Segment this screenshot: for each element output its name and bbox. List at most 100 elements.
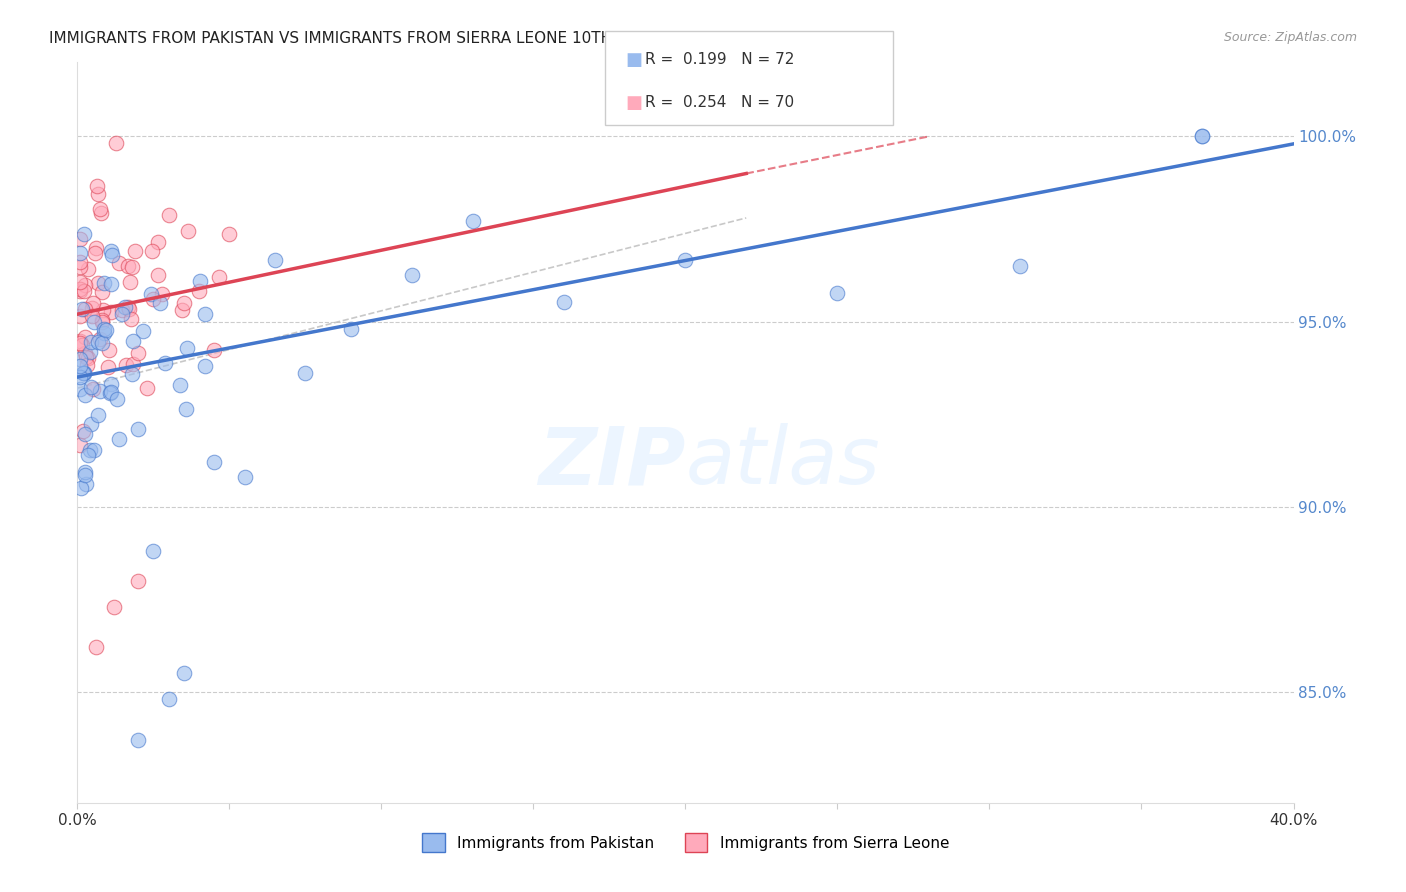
Point xyxy=(69,438,91,452)
Point xyxy=(82,295,104,310)
Point xyxy=(69,359,91,373)
Point xyxy=(73,345,96,359)
Point xyxy=(69,282,91,296)
Point xyxy=(75,277,97,292)
Point xyxy=(70,337,93,351)
Point xyxy=(117,259,139,273)
Point xyxy=(69,370,91,384)
Point xyxy=(401,268,423,283)
Point xyxy=(202,343,225,357)
Point xyxy=(69,382,91,396)
Point xyxy=(1191,129,1213,144)
Point xyxy=(142,292,165,306)
Point xyxy=(142,544,165,558)
Point xyxy=(194,359,217,374)
Point xyxy=(157,208,180,222)
Point xyxy=(136,381,159,395)
Point xyxy=(72,366,94,380)
Point xyxy=(114,300,136,314)
Point xyxy=(218,227,240,241)
Point xyxy=(77,448,100,462)
Point xyxy=(77,262,100,277)
Point xyxy=(73,227,96,241)
Point xyxy=(105,392,128,407)
Point xyxy=(80,310,103,324)
Point xyxy=(80,380,103,394)
Text: R =  0.254   N = 70: R = 0.254 N = 70 xyxy=(645,95,794,110)
Point xyxy=(96,323,118,337)
Point xyxy=(70,482,93,496)
Point xyxy=(79,443,101,458)
Point xyxy=(76,351,98,366)
Legend: Immigrants from Pakistan, Immigrants from Sierra Leone: Immigrants from Pakistan, Immigrants fro… xyxy=(416,827,955,858)
Point xyxy=(69,255,91,269)
Point xyxy=(98,385,121,400)
Point xyxy=(72,366,94,380)
Point xyxy=(87,276,110,290)
Point xyxy=(79,344,101,359)
Point xyxy=(100,244,122,258)
Point xyxy=(115,359,138,373)
Point xyxy=(79,335,101,350)
Point xyxy=(172,302,194,317)
Point xyxy=(73,465,96,479)
Point xyxy=(111,307,134,321)
Point xyxy=(69,275,91,289)
Point xyxy=(93,326,115,340)
Point xyxy=(93,322,115,336)
Point xyxy=(69,335,91,350)
Point xyxy=(87,409,110,423)
Point xyxy=(177,224,200,238)
Point xyxy=(69,334,91,348)
Point xyxy=(93,277,115,291)
Point xyxy=(233,470,256,484)
Point xyxy=(69,285,91,299)
Point xyxy=(122,334,145,348)
Point xyxy=(69,309,91,323)
Point xyxy=(75,350,97,364)
Point xyxy=(120,311,142,326)
Point xyxy=(76,359,98,373)
Point xyxy=(69,245,91,260)
Point xyxy=(118,301,141,316)
Point xyxy=(104,136,127,150)
Point xyxy=(127,732,149,747)
Point xyxy=(79,417,101,431)
Point xyxy=(188,284,211,298)
Point xyxy=(1008,259,1031,273)
Point xyxy=(87,334,110,349)
Point xyxy=(208,270,231,285)
Point xyxy=(141,244,163,258)
Point xyxy=(86,186,108,201)
Point xyxy=(121,368,143,382)
Point xyxy=(553,294,575,309)
Point xyxy=(146,235,169,249)
Point xyxy=(174,402,197,417)
Text: ■: ■ xyxy=(626,94,643,112)
Point xyxy=(121,260,143,274)
Point xyxy=(101,247,124,261)
Point xyxy=(127,346,149,360)
Point xyxy=(124,244,146,258)
Text: R =  0.199   N = 72: R = 0.199 N = 72 xyxy=(645,53,794,67)
Point xyxy=(127,574,149,588)
Point xyxy=(83,245,105,260)
Point xyxy=(675,252,697,267)
Point xyxy=(173,666,195,681)
Point xyxy=(188,274,211,288)
Point xyxy=(827,286,849,301)
Point xyxy=(89,333,111,347)
Point xyxy=(264,253,287,268)
Text: Source: ZipAtlas.com: Source: ZipAtlas.com xyxy=(1223,31,1357,45)
Point xyxy=(89,384,111,398)
Point xyxy=(131,324,153,338)
Point xyxy=(461,214,484,228)
Point xyxy=(121,357,143,371)
Point xyxy=(73,387,96,401)
Point xyxy=(80,301,103,316)
Point xyxy=(97,343,120,357)
Point xyxy=(108,256,131,270)
Point xyxy=(91,303,114,318)
Text: IMMIGRANTS FROM PAKISTAN VS IMMIGRANTS FROM SIERRA LEONE 10TH GRADE CORRELATION : IMMIGRANTS FROM PAKISTAN VS IMMIGRANTS F… xyxy=(49,31,841,46)
Point xyxy=(90,205,112,219)
